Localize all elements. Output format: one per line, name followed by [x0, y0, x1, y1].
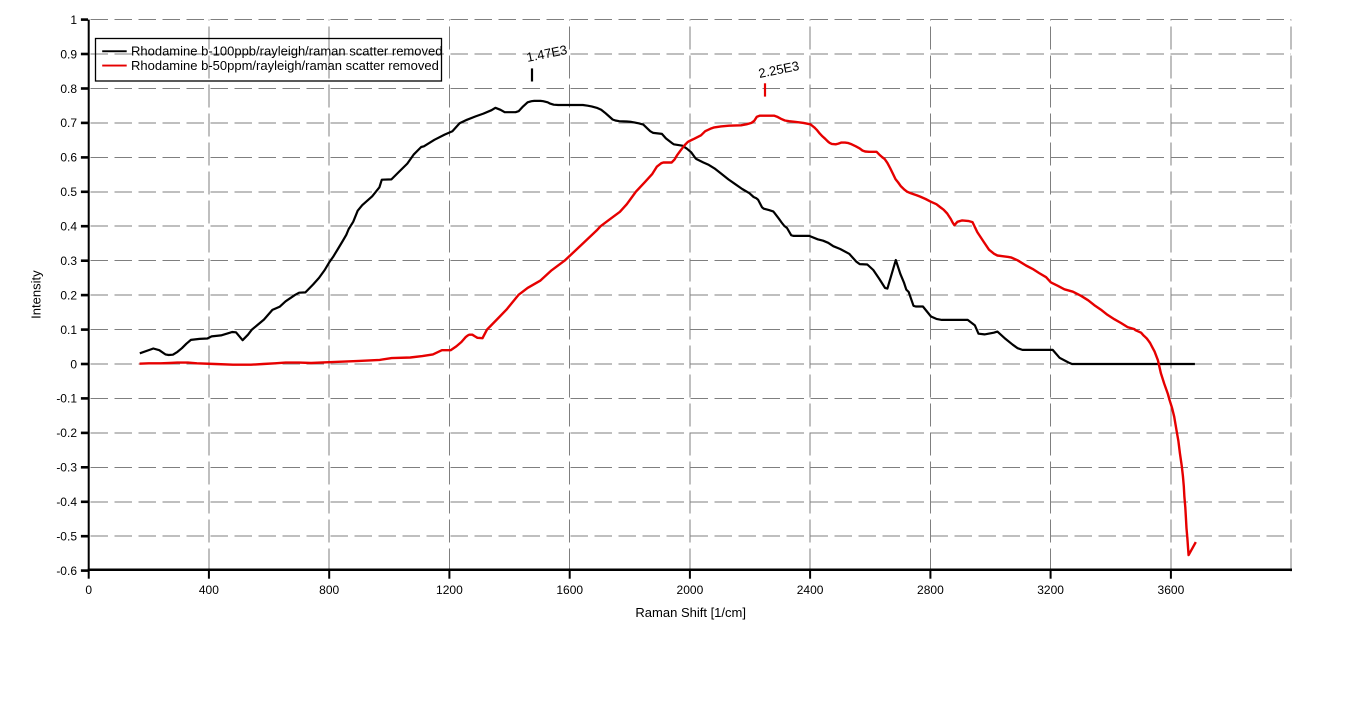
svg-text:2000: 2000: [677, 583, 704, 597]
svg-text:3600: 3600: [1158, 583, 1185, 597]
svg-text:-0.1: -0.1: [56, 392, 77, 406]
svg-text:400: 400: [199, 583, 219, 597]
svg-text:0.9: 0.9: [60, 47, 77, 61]
svg-text:1600: 1600: [556, 583, 583, 597]
svg-text:0.3: 0.3: [60, 254, 77, 268]
svg-text:Rhodamine b-100ppb/rayleigh/ra: Rhodamine b-100ppb/rayleigh/raman scatte…: [131, 44, 442, 59]
svg-text:0.1: 0.1: [60, 323, 77, 337]
svg-text:1: 1: [70, 13, 77, 27]
svg-text:0: 0: [85, 583, 92, 597]
svg-text:0: 0: [70, 357, 77, 371]
svg-text:0.8: 0.8: [60, 82, 77, 96]
svg-text:0.4: 0.4: [60, 220, 77, 234]
svg-text:-0.5: -0.5: [56, 530, 77, 544]
svg-text:Rhodamine b-50ppm/rayleigh/ram: Rhodamine b-50ppm/rayleigh/raman scatter…: [131, 58, 439, 73]
svg-text:-0.2: -0.2: [56, 426, 77, 440]
svg-text:0.5: 0.5: [60, 185, 77, 199]
svg-text:-0.3: -0.3: [56, 461, 77, 475]
svg-text:1200: 1200: [436, 583, 463, 597]
svg-text:2800: 2800: [917, 583, 944, 597]
svg-text:Raman Shift [1/cm]: Raman Shift [1/cm]: [635, 605, 746, 620]
svg-text:-0.6: -0.6: [56, 564, 77, 578]
svg-text:2400: 2400: [797, 583, 824, 597]
svg-text:-0.4: -0.4: [56, 495, 77, 509]
svg-text:0.6: 0.6: [60, 151, 77, 165]
svg-text:Intensity: Intensity: [29, 270, 44, 319]
svg-text:3200: 3200: [1037, 583, 1064, 597]
svg-text:0.7: 0.7: [60, 116, 77, 130]
svg-text:800: 800: [319, 583, 339, 597]
svg-text:0.2: 0.2: [60, 288, 77, 302]
